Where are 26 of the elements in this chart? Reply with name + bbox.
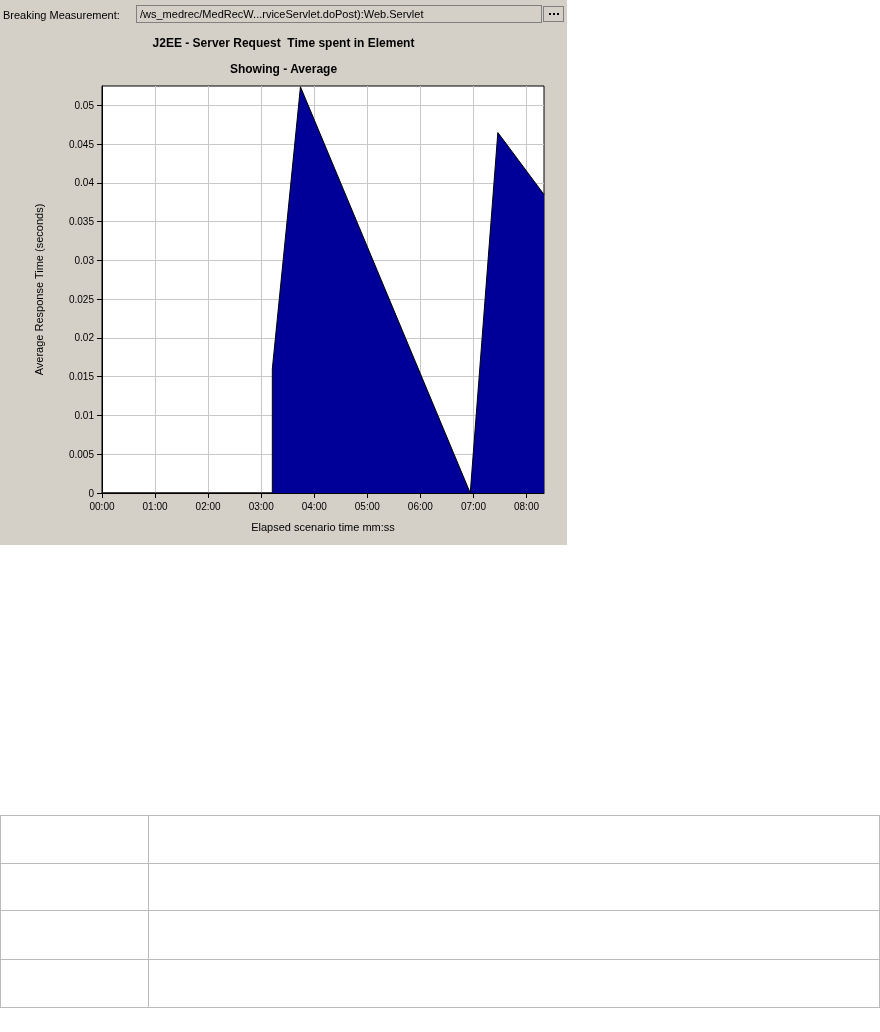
y-tick-label: 0.03: [74, 254, 95, 266]
y-tick-label: 0.025: [68, 293, 95, 305]
x-tick-label: 07:00: [460, 500, 487, 512]
y-tick-label: 0.005: [68, 448, 95, 460]
x-tick-label: 03:00: [248, 500, 275, 512]
x-tick-label: 05:00: [354, 500, 381, 512]
y-tick-label: 0.035: [68, 216, 95, 228]
y-tick-label: 0: [88, 487, 95, 499]
x-tick-label: 00:00: [89, 500, 115, 512]
y-tick-label: 0.01: [74, 409, 95, 421]
y-tick-label: 0.05: [74, 99, 95, 111]
chart-subtitle: Showing - Average: [229, 62, 338, 76]
x-tick-label: 06:00: [407, 500, 434, 512]
y-tick-label: 0.045: [68, 138, 95, 150]
x-tick-label: 01:00: [142, 500, 169, 512]
chart-title: J2EE - Server Request Time spent in Element: [152, 36, 415, 50]
x-axis-title: Elapsed scenario time mm:ss: [251, 520, 396, 533]
y-axis-title: Average Response Time (seconds): [32, 203, 45, 376]
y-tick-label: 0.04: [74, 177, 95, 189]
text: /ws_medrec/MedRecW...rviceServlet.doPost):Web.Servlet: [140, 8, 424, 20]
y-tick-label: 0.02: [74, 332, 95, 344]
x-tick-label: 02:00: [195, 500, 222, 512]
text: Breaking Measurement:: [3, 9, 120, 21]
x-tick-label: 08:00: [513, 500, 540, 512]
x-tick-label: 04:00: [301, 500, 328, 512]
y-tick-label: 0.015: [68, 371, 95, 383]
